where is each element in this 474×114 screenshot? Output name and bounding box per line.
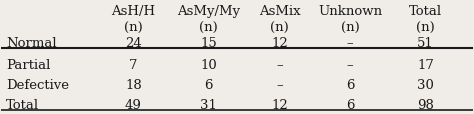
Text: 7: 7 [129,59,137,72]
Text: (n): (n) [341,22,359,34]
Text: AsMy/My: AsMy/My [177,5,240,18]
Text: –: – [276,59,283,72]
Text: 17: 17 [417,59,434,72]
Text: (n): (n) [270,22,289,34]
Text: 15: 15 [201,37,217,50]
Text: Total: Total [6,98,39,111]
Text: (n): (n) [416,22,435,34]
Text: –: – [276,79,283,91]
Text: 12: 12 [271,37,288,50]
Text: AsMix: AsMix [259,5,300,18]
Text: 6: 6 [346,98,355,111]
Text: (n): (n) [200,22,218,34]
Text: –: – [347,59,354,72]
Text: (n): (n) [124,22,143,34]
Text: 6: 6 [204,79,213,91]
Text: 18: 18 [125,79,142,91]
Text: AsH/H: AsH/H [111,5,155,18]
Text: 12: 12 [271,98,288,111]
Text: Defective: Defective [6,79,69,91]
Text: 6: 6 [346,79,355,91]
Text: 24: 24 [125,37,142,50]
Text: 10: 10 [201,59,217,72]
Text: 51: 51 [417,37,434,50]
Text: 49: 49 [125,98,142,111]
Text: 98: 98 [417,98,434,111]
Text: 31: 31 [201,98,217,111]
Text: Partial: Partial [6,59,50,72]
Text: –: – [347,37,354,50]
Text: 30: 30 [417,79,434,91]
Text: Unknown: Unknown [318,5,382,18]
Text: Total: Total [409,5,442,18]
Text: Normal: Normal [6,37,57,50]
